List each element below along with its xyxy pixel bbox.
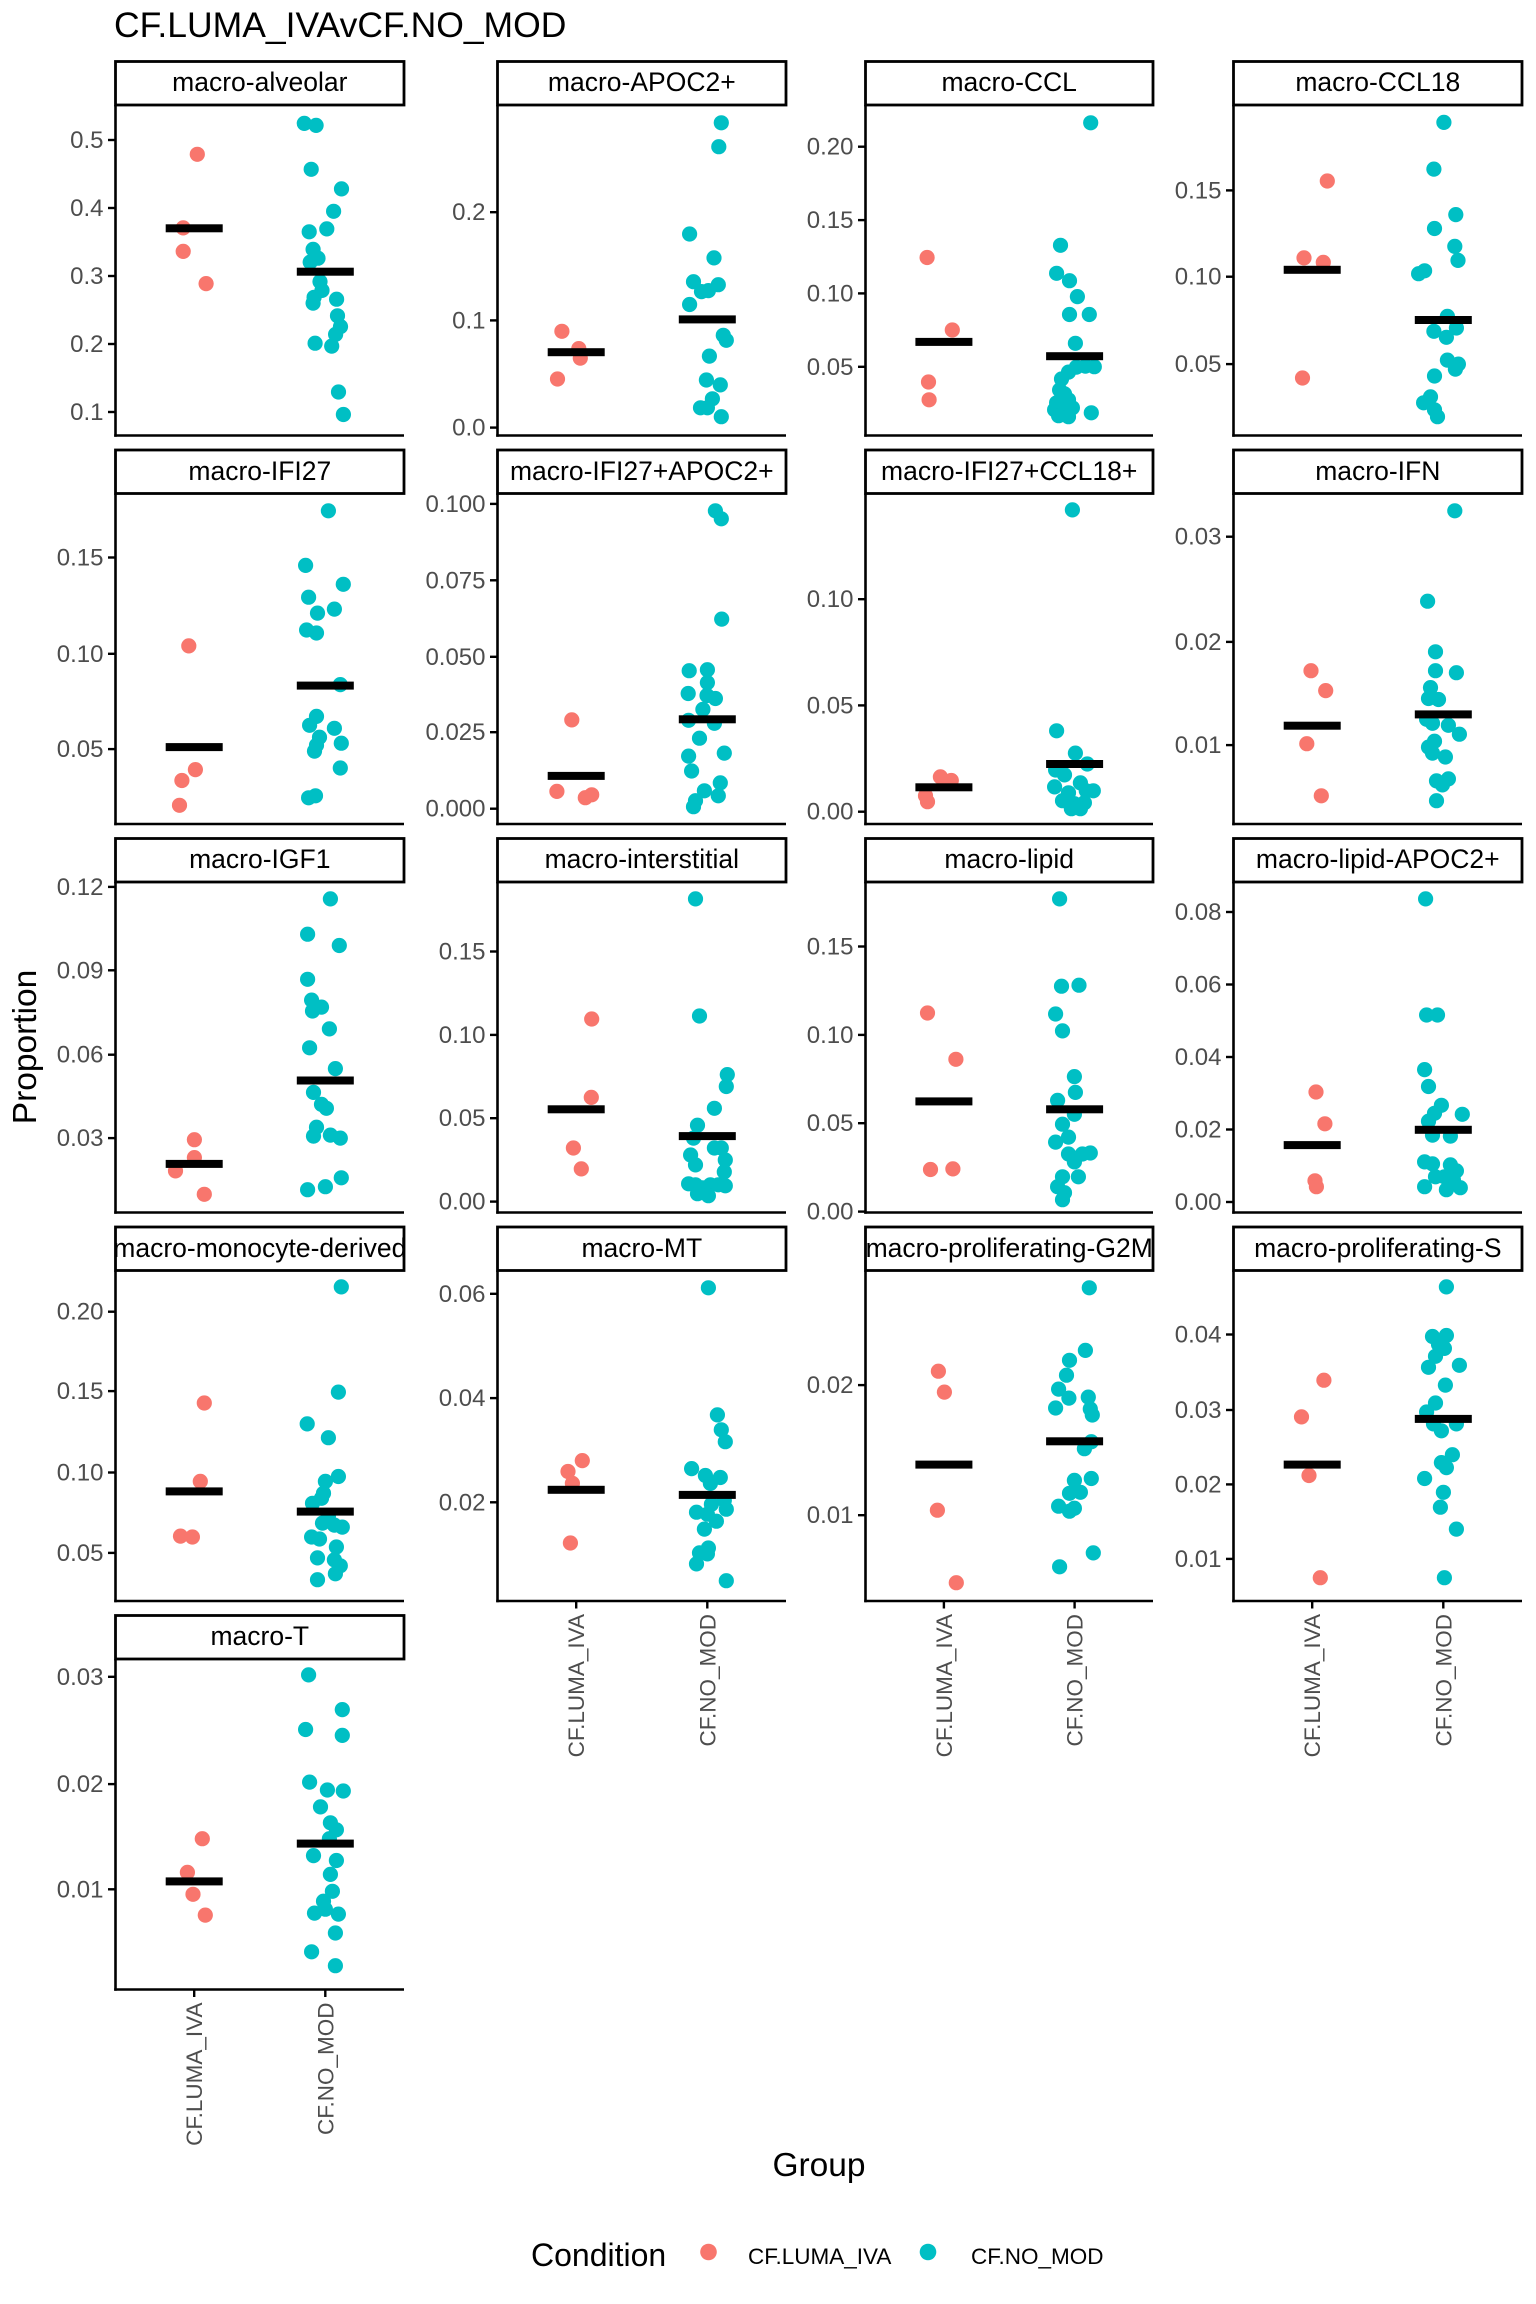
svg-text:0.02: 0.02 <box>1175 629 1222 656</box>
svg-text:0.03: 0.03 <box>57 1664 104 1691</box>
svg-text:0.025: 0.025 <box>425 719 485 746</box>
svg-text:Proportion: Proportion <box>7 970 44 1125</box>
svg-text:Condition: Condition <box>531 2237 666 2273</box>
svg-text:macro-IGF1: macro-IGF1 <box>189 844 330 874</box>
svg-text:macro-CCL18: macro-CCL18 <box>1295 67 1460 97</box>
svg-text:macro-IFI27: macro-IFI27 <box>188 456 331 486</box>
svg-text:0.10: 0.10 <box>807 586 854 613</box>
svg-text:0.00: 0.00 <box>1175 1189 1222 1216</box>
svg-text:0.1: 0.1 <box>70 399 103 426</box>
svg-text:0.12: 0.12 <box>57 874 104 901</box>
svg-text:CF.LUMA_IVA: CF.LUMA_IVA <box>564 1614 589 1757</box>
svg-text:0.08: 0.08 <box>1175 899 1222 926</box>
svg-text:macro-IFN: macro-IFN <box>1315 456 1440 486</box>
svg-text:0.03: 0.03 <box>1175 524 1222 551</box>
svg-text:0.05: 0.05 <box>1175 351 1222 378</box>
svg-text:0.04: 0.04 <box>439 1385 486 1412</box>
svg-text:CF.NO_MOD: CF.NO_MOD <box>971 2244 1104 2269</box>
svg-text:0.00: 0.00 <box>807 799 854 826</box>
svg-text:0.5: 0.5 <box>70 127 103 154</box>
svg-text:0.02: 0.02 <box>1175 1471 1222 1498</box>
svg-text:0.10: 0.10 <box>57 641 104 668</box>
svg-text:0.2: 0.2 <box>70 331 103 358</box>
svg-text:0.04: 0.04 <box>1175 1044 1222 1071</box>
svg-text:0.05: 0.05 <box>57 736 104 763</box>
svg-text:0.01: 0.01 <box>57 1876 104 1903</box>
svg-text:macro-CCL: macro-CCL <box>941 67 1076 97</box>
svg-text:0.15: 0.15 <box>807 934 854 961</box>
svg-text:0.15: 0.15 <box>1175 177 1222 204</box>
svg-text:CF.NO_MOD: CF.NO_MOD <box>1063 1614 1088 1747</box>
svg-text:macro-proliferating-S: macro-proliferating-S <box>1254 1233 1501 1263</box>
svg-text:macro-APOC2+: macro-APOC2+ <box>548 67 736 97</box>
svg-text:CF.LUMA_IVA: CF.LUMA_IVA <box>932 1614 957 1757</box>
svg-text:0.05: 0.05 <box>807 692 854 719</box>
svg-text:CF.NO_MOD: CF.NO_MOD <box>313 2003 338 2136</box>
svg-text:0.100: 0.100 <box>425 491 485 518</box>
svg-text:macro-monocyte-derived: macro-monocyte-derived <box>113 1233 406 1263</box>
svg-text:macro-lipid: macro-lipid <box>944 844 1074 874</box>
svg-text:macro-interstitial: macro-interstitial <box>545 844 739 874</box>
svg-text:0.05: 0.05 <box>807 354 854 381</box>
svg-text:0.15: 0.15 <box>807 207 854 234</box>
svg-text:0.10: 0.10 <box>57 1460 104 1487</box>
svg-text:0.10: 0.10 <box>807 280 854 307</box>
svg-text:0.00: 0.00 <box>439 1189 486 1216</box>
svg-text:0.06: 0.06 <box>57 1042 104 1069</box>
svg-text:macro-MT: macro-MT <box>581 1233 702 1263</box>
svg-text:0.20: 0.20 <box>57 1299 104 1326</box>
svg-text:0.3: 0.3 <box>70 263 103 290</box>
svg-text:0.06: 0.06 <box>1175 972 1222 999</box>
svg-text:CF.LUMA_IVA: CF.LUMA_IVA <box>748 2244 891 2269</box>
svg-text:CF.LUMA_IVA: CF.LUMA_IVA <box>182 2003 207 2146</box>
svg-text:0.02: 0.02 <box>1175 1117 1222 1144</box>
svg-text:0.00: 0.00 <box>807 1199 854 1226</box>
svg-text:0.01: 0.01 <box>1175 732 1222 759</box>
svg-text:0.15: 0.15 <box>57 545 104 572</box>
svg-text:0.10: 0.10 <box>807 1022 854 1049</box>
svg-text:macro-IFI27+APOC2+: macro-IFI27+APOC2+ <box>510 456 774 486</box>
svg-text:CF.LUMA_IVAvCF.NO_MOD: CF.LUMA_IVAvCF.NO_MOD <box>114 5 566 45</box>
svg-text:0.10: 0.10 <box>1175 264 1222 291</box>
svg-text:0.05: 0.05 <box>57 1540 104 1567</box>
svg-text:0.1: 0.1 <box>452 307 485 334</box>
svg-text:0.15: 0.15 <box>439 939 486 966</box>
svg-text:CF.LUMA_IVA: CF.LUMA_IVA <box>1300 1614 1325 1757</box>
svg-text:0.04: 0.04 <box>1175 1322 1222 1349</box>
svg-text:0.01: 0.01 <box>807 1502 854 1529</box>
svg-text:0.05: 0.05 <box>807 1110 854 1137</box>
svg-text:macro-T: macro-T <box>210 1621 309 1651</box>
svg-text:0.05: 0.05 <box>439 1105 486 1132</box>
svg-text:macro-proliferating-G2M: macro-proliferating-G2M <box>866 1233 1153 1263</box>
svg-text:Group: Group <box>772 2147 865 2184</box>
svg-text:0.03: 0.03 <box>57 1125 104 1152</box>
svg-text:0.01: 0.01 <box>1175 1546 1222 1573</box>
svg-text:CF.NO_MOD: CF.NO_MOD <box>695 1614 720 1747</box>
svg-text:macro-IFI27+CCL18+: macro-IFI27+CCL18+ <box>881 456 1137 486</box>
svg-text:0.075: 0.075 <box>425 567 485 594</box>
svg-text:0.20: 0.20 <box>807 134 854 161</box>
svg-text:0.000: 0.000 <box>425 796 485 823</box>
svg-text:macro-alveolar: macro-alveolar <box>172 67 347 97</box>
svg-text:0.02: 0.02 <box>57 1771 104 1798</box>
svg-text:0.0: 0.0 <box>452 415 485 442</box>
svg-text:0.03: 0.03 <box>1175 1397 1222 1424</box>
svg-text:0.4: 0.4 <box>70 195 103 222</box>
svg-text:0.02: 0.02 <box>807 1372 854 1399</box>
svg-text:0.02: 0.02 <box>439 1489 486 1516</box>
svg-text:0.050: 0.050 <box>425 644 485 671</box>
svg-text:0.2: 0.2 <box>452 199 485 226</box>
svg-text:0.10: 0.10 <box>439 1022 486 1049</box>
svg-text:CF.NO_MOD: CF.NO_MOD <box>1431 1614 1456 1747</box>
svg-text:0.15: 0.15 <box>57 1378 104 1405</box>
svg-text:macro-lipid-APOC2+: macro-lipid-APOC2+ <box>1256 844 1500 874</box>
svg-text:0.06: 0.06 <box>439 1281 486 1308</box>
svg-text:0.09: 0.09 <box>57 957 104 984</box>
